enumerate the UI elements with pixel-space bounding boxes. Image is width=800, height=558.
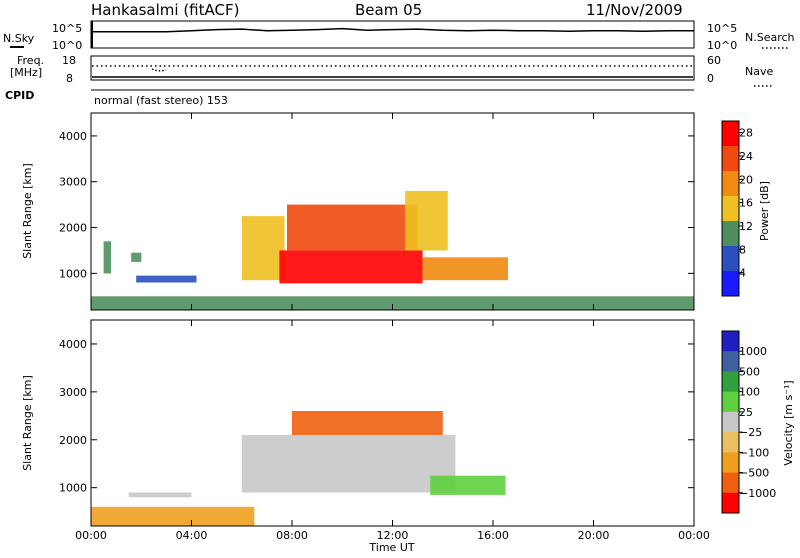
noise-right-label: N.Search	[745, 31, 795, 44]
power-region-6	[103, 241, 112, 274]
noise-sky-line	[91, 27, 694, 33]
noise-right-tick-top: 10^5	[707, 22, 737, 35]
power-region-0	[241, 216, 285, 281]
velocity-ytick-label-0: 1000	[59, 482, 87, 495]
xtick-label-4: 16:00	[477, 529, 509, 542]
freq-left-tick-bottom: 8	[66, 72, 73, 85]
power-cbar-band-1	[722, 146, 739, 172]
xtick-label-2: 08:00	[276, 529, 308, 542]
velocity-region-3	[128, 492, 192, 498]
velocity-region-4	[91, 506, 255, 526]
velocity-cbar-label-0: 1000	[739, 345, 767, 358]
x-axis-ticks: 00:00 04:00 08:00 12:00 16:00 20:00 00:00	[75, 113, 710, 542]
velocity-cbar-frame	[721, 330, 740, 514]
freq-right-tick-bottom: 0	[707, 72, 714, 85]
power-colorbar-label: Power [dB]	[758, 181, 771, 241]
power-region-5	[136, 275, 197, 283]
power-cbar-label-5: 24	[739, 150, 753, 163]
power-ytick-label-3: 4000	[59, 130, 87, 143]
velocity-colorbar: 1000 500 100 25 −25 −100 −500 −1000	[721, 330, 776, 514]
power-region-4	[422, 257, 508, 281]
power-cbar-label-1: 8	[739, 243, 746, 256]
noise-panel-frame	[90, 20, 695, 49]
velocity-cbar-label-7: −1000	[739, 487, 776, 500]
velocity-colorbar-label: Velocity [m s⁻¹]	[782, 380, 795, 465]
freq-left-label-1: Freq.	[17, 54, 44, 67]
power-cbar-band-0	[722, 121, 739, 147]
velocity-cbar-band-7	[722, 472, 739, 494]
velocity-cbar-label-4: −25	[739, 426, 762, 439]
beam-title: Beam 05	[355, 1, 422, 19]
velocity-cbar-band-0	[722, 331, 739, 352]
power-region-1	[279, 250, 423, 284]
power-cbar-label-6: 28	[739, 127, 753, 140]
power-cbar-label-2: 12	[739, 220, 753, 233]
freq-dip-mark	[151, 68, 167, 72]
noise-left-tick-bottom: 10^0	[52, 39, 82, 52]
power-cbar-band-6	[722, 271, 739, 297]
velocity-cbar-label-3: 25	[739, 406, 753, 419]
power-region-7	[131, 252, 142, 262]
power-cbar-label-4: 20	[739, 173, 753, 186]
power-region-8	[91, 296, 694, 310]
power-heatmap	[91, 190, 694, 310]
power-colorbar: 4 8 12 16 20 24 28	[721, 120, 753, 297]
velocity-cbar-label-5: −100	[739, 446, 769, 459]
velocity-ytick-label-2: 3000	[59, 386, 87, 399]
noise-left-label: N.Sky	[3, 32, 35, 45]
power-cbar-band-5	[722, 246, 739, 272]
velocity-cbar-band-3	[722, 391, 739, 413]
velocity-region-0	[241, 435, 456, 493]
velocity-cbar-band-8	[722, 492, 739, 514]
velocity-cbar-band-2	[722, 371, 739, 393]
cpid-label: CPID	[5, 89, 34, 102]
xtick-label-3: 12:00	[377, 529, 409, 542]
xtick-label-0: 00:00	[75, 529, 107, 542]
x-axis-label: Time UT	[368, 541, 414, 554]
power-cbar-label-0: 4	[739, 267, 746, 280]
power-ytick-label-0: 1000	[59, 267, 87, 280]
cpid-text: normal (fast stereo) 153	[94, 94, 228, 107]
xtick-label-6: 00:00	[678, 529, 710, 542]
velocity-yticks-group: 1000 2000 3000 4000	[59, 338, 694, 495]
power-region-2	[287, 204, 418, 251]
velocity-region-1	[292, 411, 443, 435]
power-ylabel: Slant Range [km]	[21, 163, 34, 259]
velocity-heatmap	[91, 411, 506, 526]
velocity-cbar-band-1	[722, 351, 739, 372]
velocity-cbar-label-6: −500	[739, 467, 769, 480]
power-cbar-label-3: 16	[739, 197, 753, 210]
noise-left-tick-top: 10^5	[52, 22, 82, 35]
power-cbar-band-4	[722, 221, 739, 247]
noise-right-tick-bottom: 10^0	[707, 39, 737, 52]
power-ytick-label-2: 3000	[59, 176, 87, 189]
noise-series-group	[91, 21, 694, 48]
velocity-ytick-label-3: 4000	[59, 338, 87, 351]
power-ytick-label-1: 2000	[59, 222, 87, 235]
velocity-ytick-label-1: 2000	[59, 434, 87, 447]
velocity-region-2	[430, 475, 506, 495]
power-region-3	[405, 190, 448, 251]
velocity-ylabel: Slant Range [km]	[21, 375, 34, 471]
power-cbar-frame	[721, 120, 740, 297]
freq-left-tick-top: 18	[62, 54, 76, 67]
velocity-cbar-band-6	[722, 452, 739, 474]
velocity-cbar-label-2: 100	[739, 386, 760, 399]
nave-label: Nave	[745, 65, 773, 78]
station-title: Hankasalmi (fitACF)	[91, 1, 239, 19]
power-cbar-band-3	[722, 196, 739, 222]
xtick-label-5: 20:00	[578, 529, 610, 542]
power-yticks-group: 1000 2000 3000 4000	[59, 130, 694, 280]
velocity-cbar-band-5	[722, 432, 739, 453]
xtick-label-1: 04:00	[176, 529, 208, 542]
freq-right-tick-top: 60	[707, 54, 721, 67]
velocity-cbar-label-1: 500	[739, 365, 760, 378]
date-title: 11/Nov/2009	[586, 1, 683, 19]
freq-panel-frame	[90, 55, 695, 81]
power-cbar-band-2	[722, 171, 739, 197]
freq-left-label-2: [MHz]	[10, 66, 42, 79]
velocity-cbar-band-4	[722, 411, 739, 433]
